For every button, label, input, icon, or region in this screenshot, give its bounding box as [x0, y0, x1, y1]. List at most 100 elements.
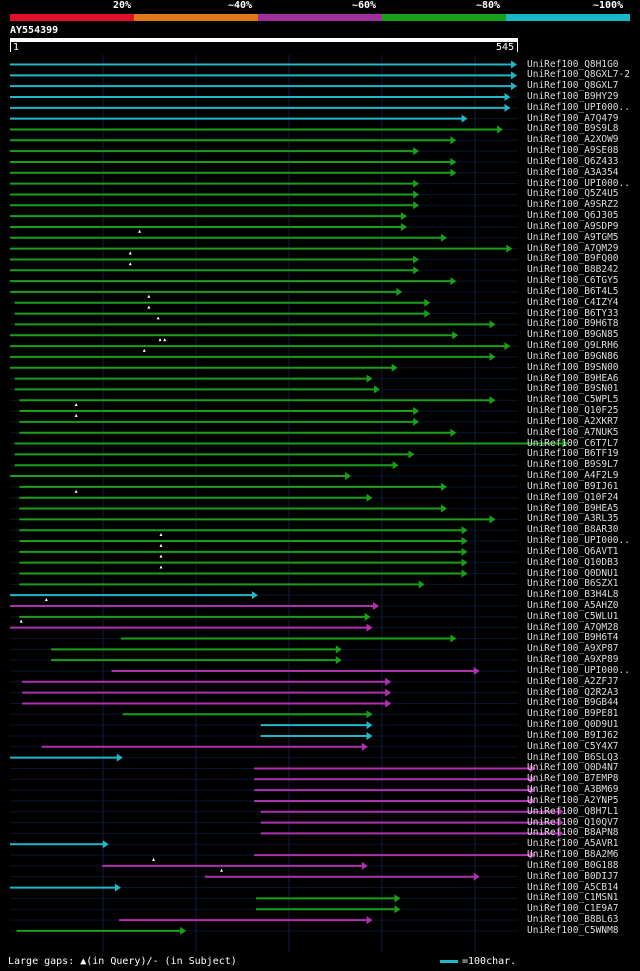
- hit-label[interactable]: UniRef100_B8A2M6: [527, 849, 619, 861]
- hit-row[interactable]: UniRef100_B8BL63: [0, 914, 640, 925]
- hit-label[interactable]: UniRef100_A9SE08: [527, 145, 619, 157]
- hit-row[interactable]: UniRef100_B9HEA5: [0, 503, 640, 514]
- hit-label[interactable]: UniRef100_Q5Z4U5: [527, 188, 619, 200]
- hit-row[interactable]: UniRef100_B8A2M6: [0, 849, 640, 860]
- hit-row[interactable]: UniRef100_B9GN85: [0, 329, 640, 340]
- hit-row[interactable]: UniRef100_B6SLQ3: [0, 752, 640, 763]
- hit-row[interactable]: UniRef100_B9HY29: [0, 91, 640, 102]
- hit-row[interactable]: UniRef100_UPI000..: [0, 535, 640, 546]
- hit-row[interactable]: UniRef100_Q6Z433: [0, 156, 640, 167]
- hit-label[interactable]: UniRef100_Q0DNU1: [527, 567, 619, 579]
- hit-label[interactable]: UniRef100_Q6J305: [527, 210, 619, 222]
- hit-label[interactable]: UniRef100_C6T7L7: [527, 437, 619, 449]
- hit-label[interactable]: UniRef100_UPI000..: [527, 664, 630, 676]
- hit-row[interactable]: UniRef100_B9S9L7: [0, 459, 640, 470]
- hit-label[interactable]: UniRef100_A9SDP9: [527, 220, 619, 232]
- hit-label[interactable]: UniRef100_Q10F25: [527, 405, 619, 417]
- hit-label[interactable]: UniRef100_B7EMP8: [527, 773, 619, 785]
- hit-label[interactable]: UniRef100_C5Y4X7: [527, 740, 619, 752]
- hit-row[interactable]: UniRef100_A2ZFJ7: [0, 676, 640, 687]
- hit-row[interactable]: UniRef100_A7NUK5: [0, 427, 640, 438]
- hit-label[interactable]: UniRef100_A9TGM5: [527, 231, 619, 243]
- hit-label[interactable]: UniRef100_B9S9L7: [527, 459, 619, 471]
- hit-row[interactable]: UniRef100_B7EMP8: [0, 773, 640, 784]
- hit-label[interactable]: UniRef100_UPI000..: [527, 101, 630, 113]
- hit-row[interactable]: UniRef100_Q0DNU1: [0, 568, 640, 579]
- hit-row[interactable]: UniRef100_Q8H1G0: [0, 59, 640, 70]
- hit-row[interactable]: UniRef100_C1E9A7: [0, 903, 640, 914]
- hit-label[interactable]: UniRef100_A2ZFJ7: [527, 675, 619, 687]
- hit-label[interactable]: UniRef100_B9HEA6: [527, 372, 619, 384]
- hit-label[interactable]: UniRef100_Q10QV7: [527, 816, 619, 828]
- hit-row[interactable]: UniRef100_C6TGY5: [0, 275, 640, 286]
- hit-row[interactable]: UniRef100_C4IZY4: [0, 297, 640, 308]
- hit-label[interactable]: UniRef100_B6SLQ3: [527, 751, 619, 763]
- hit-row[interactable]: UniRef100_Q10F25: [0, 405, 640, 416]
- hit-label[interactable]: UniRef100_C1E9A7: [527, 903, 619, 915]
- hit-label[interactable]: UniRef100_Q10DB3: [527, 556, 619, 568]
- hit-row[interactable]: UniRef100_A9SDP9: [0, 221, 640, 232]
- hit-label[interactable]: UniRef100_Q10F24: [527, 491, 619, 503]
- hit-row[interactable]: UniRef100_B8B242: [0, 264, 640, 275]
- hit-row[interactable]: UniRef100_A7QM29: [0, 243, 640, 254]
- hit-label[interactable]: UniRef100_Q8H7L1: [527, 805, 619, 817]
- hit-label[interactable]: UniRef100_Q0D9U1: [527, 719, 619, 731]
- hit-label[interactable]: UniRef100_Q8GXL7: [527, 80, 619, 92]
- hit-row[interactable]: UniRef100_B0DIJ7: [0, 871, 640, 882]
- hit-row[interactable]: UniRef100_A9TGM5: [0, 232, 640, 243]
- hit-row[interactable]: UniRef100_C5WPL5: [0, 394, 640, 405]
- hit-label[interactable]: UniRef100_C5WPL5: [527, 394, 619, 406]
- hit-row[interactable]: UniRef100_A2XOW9: [0, 134, 640, 145]
- hit-row[interactable]: UniRef100_Q8GXL7-2: [0, 69, 640, 80]
- hit-label[interactable]: UniRef100_B8APN8: [527, 827, 619, 839]
- hit-label[interactable]: UniRef100_A3A354: [527, 166, 619, 178]
- hit-row[interactable]: UniRef100_A4F2L9: [0, 470, 640, 481]
- hit-label[interactable]: UniRef100_Q6AVT1: [527, 545, 619, 557]
- hit-row[interactable]: UniRef100_UPI000..: [0, 665, 640, 676]
- hit-row[interactable]: UniRef100_Q0D4N7: [0, 762, 640, 773]
- hit-label[interactable]: UniRef100_C6TGY5: [527, 275, 619, 287]
- hit-row[interactable]: UniRef100_A9XP87: [0, 643, 640, 654]
- hit-label[interactable]: UniRef100_B0G188: [527, 859, 619, 871]
- hit-row[interactable]: UniRef100_B8AR30: [0, 524, 640, 535]
- hit-label[interactable]: UniRef100_C4IZY4: [527, 296, 619, 308]
- hit-row[interactable]: UniRef100_Q10F24: [0, 492, 640, 503]
- hit-label[interactable]: UniRef100_B9GN85: [527, 329, 619, 341]
- hit-row[interactable]: UniRef100_A7QM28: [0, 622, 640, 633]
- hit-row[interactable]: UniRef100_A9XP89: [0, 654, 640, 665]
- hit-label[interactable]: UniRef100_A3RL35: [527, 513, 619, 525]
- hit-label[interactable]: UniRef100_B3H4L8: [527, 589, 619, 601]
- hit-label[interactable]: UniRef100_UPI000..: [527, 535, 630, 547]
- hit-row[interactable]: UniRef100_A9SRZ2: [0, 199, 640, 210]
- hit-row[interactable]: UniRef100_A5CB14: [0, 882, 640, 893]
- hit-label[interactable]: UniRef100_B9S9L8: [527, 123, 619, 135]
- hit-label[interactable]: UniRef100_A7QM28: [527, 621, 619, 633]
- hit-label[interactable]: UniRef100_A5AVR1: [527, 838, 619, 850]
- hit-label[interactable]: UniRef100_B9HEA5: [527, 502, 619, 514]
- hit-label[interactable]: UniRef100_A7NUK5: [527, 426, 619, 438]
- hit-row[interactable]: UniRef100_B6SZX1: [0, 578, 640, 589]
- hit-label[interactable]: UniRef100_B9GB44: [527, 697, 619, 709]
- hit-row[interactable]: UniRef100_B9SN01: [0, 383, 640, 394]
- hit-label[interactable]: UniRef100_A7Q479: [527, 112, 619, 124]
- hit-label[interactable]: UniRef100_B6SZX1: [527, 578, 619, 590]
- hit-row[interactable]: UniRef100_A2XKR7: [0, 416, 640, 427]
- hit-label[interactable]: UniRef100_A2XKR7: [527, 415, 619, 427]
- hit-label[interactable]: UniRef100_A5AHZ0: [527, 600, 619, 611]
- hit-label[interactable]: UniRef100_B9IJ61: [527, 480, 619, 492]
- hit-row[interactable]: UniRef100_C1MSN1: [0, 892, 640, 903]
- hit-label[interactable]: UniRef100_A4F2L9: [527, 470, 619, 482]
- hit-label[interactable]: UniRef100_A2YNP5: [527, 794, 619, 806]
- hit-label[interactable]: UniRef100_A5CB14: [527, 881, 619, 893]
- hit-label[interactable]: UniRef100_Q2R2A3: [527, 686, 619, 698]
- hit-label[interactable]: UniRef100_B8BL63: [527, 914, 619, 926]
- hit-row[interactable]: UniRef100_B3H4L8: [0, 589, 640, 600]
- hit-row[interactable]: UniRef100_Q5Z4U5: [0, 188, 640, 199]
- hit-row[interactable]: UniRef100_B6TF19: [0, 448, 640, 459]
- hit-row[interactable]: UniRef100_Q6AVT1: [0, 546, 640, 557]
- hit-row[interactable]: UniRef100_UPI000..: [0, 102, 640, 113]
- hit-row[interactable]: UniRef100_A3RL35: [0, 513, 640, 524]
- hit-label[interactable]: UniRef100_A9XP89: [527, 654, 619, 666]
- hit-label[interactable]: UniRef100_B9H6T8: [527, 318, 619, 330]
- hit-row[interactable]: UniRef100_B9HEA6: [0, 373, 640, 384]
